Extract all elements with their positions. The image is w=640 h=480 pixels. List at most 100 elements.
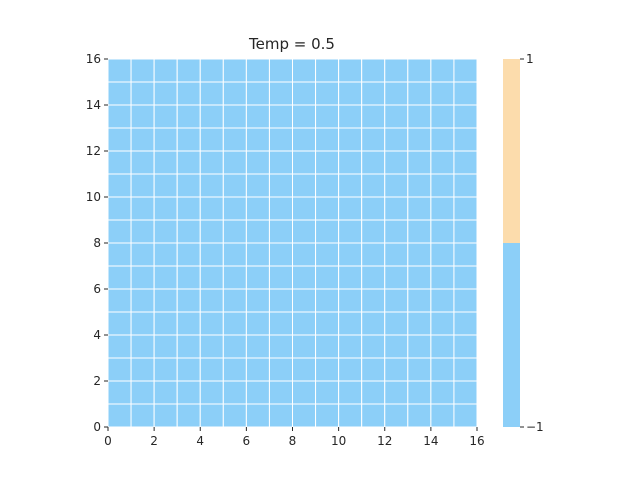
- heatmap-cell: [222, 219, 247, 244]
- y-tick-label: 2: [93, 374, 101, 388]
- heatmap-cell: [176, 357, 201, 382]
- x-tick-label: 4: [196, 434, 204, 448]
- heatmap-cell: [107, 81, 132, 106]
- heatmap-cell: [268, 334, 293, 359]
- heatmap-cell: [292, 58, 317, 83]
- heatmap-cell: [361, 265, 386, 290]
- heatmap-cell: [315, 196, 340, 221]
- heatmap-cell: [245, 380, 270, 405]
- heatmap-cell: [107, 196, 132, 221]
- y-tick-label: 8: [93, 236, 101, 250]
- heatmap-cell: [430, 242, 455, 267]
- heatmap-cell: [245, 242, 270, 267]
- heatmap-cell: [176, 127, 201, 152]
- heatmap-cell: [430, 104, 455, 129]
- heatmap-cell: [315, 219, 340, 244]
- heatmap-cell: [407, 173, 432, 198]
- heatmap-cell: [430, 150, 455, 175]
- heatmap-cell: [245, 58, 270, 83]
- heatmap-cell: [453, 334, 478, 359]
- heatmap-cell: [361, 81, 386, 106]
- heatmap-cell: [176, 403, 201, 428]
- heatmap-cell: [338, 58, 363, 83]
- x-tick-label: 12: [377, 434, 392, 448]
- heatmap-cell: [245, 265, 270, 290]
- heatmap-cell: [453, 104, 478, 129]
- heatmap-cell: [315, 127, 340, 152]
- heatmap-cell: [361, 173, 386, 198]
- heatmap-cell: [361, 58, 386, 83]
- heatmap-cell: [199, 219, 224, 244]
- heatmap-cell: [130, 219, 155, 244]
- heatmap-cell: [407, 380, 432, 405]
- heatmap-cell: [268, 288, 293, 313]
- heatmap-cell: [130, 403, 155, 428]
- heatmap-cell: [176, 196, 201, 221]
- heatmap-cell: [268, 219, 293, 244]
- heatmap-cell: [384, 104, 409, 129]
- heatmap-cell: [130, 242, 155, 267]
- heatmap-cell: [107, 357, 132, 382]
- heatmap-cell: [430, 311, 455, 336]
- heatmap-cell: [338, 150, 363, 175]
- heatmap-cell: [176, 311, 201, 336]
- heatmap-cell: [292, 196, 317, 221]
- y-tick-label: 14: [86, 98, 101, 112]
- heatmap-cell: [268, 173, 293, 198]
- heatmap-cell: [153, 173, 178, 198]
- heatmap-cell: [361, 357, 386, 382]
- heatmap-cell: [407, 265, 432, 290]
- x-tick-label: 8: [289, 434, 297, 448]
- heatmap-cell: [222, 403, 247, 428]
- heatmap-cell: [153, 127, 178, 152]
- heatmap-cell: [107, 173, 132, 198]
- heatmap-cell: [407, 58, 432, 83]
- heatmap-cell: [199, 104, 224, 129]
- heatmap-cell: [199, 127, 224, 152]
- heatmap-cell: [176, 173, 201, 198]
- heatmap-cell: [338, 127, 363, 152]
- heatmap-cell: [268, 242, 293, 267]
- heatmap-cell: [222, 242, 247, 267]
- heatmap-cell: [407, 104, 432, 129]
- heatmap-cell: [130, 288, 155, 313]
- heatmap-cell: [361, 334, 386, 359]
- heatmap-cell: [107, 403, 132, 428]
- heatmap-cell: [176, 58, 201, 83]
- heatmap-cell: [338, 173, 363, 198]
- heatmap-cell: [176, 288, 201, 313]
- heatmap-cell: [453, 288, 478, 313]
- heatmap-cell: [315, 150, 340, 175]
- heatmap-cell: [199, 380, 224, 405]
- heatmap-cell: [130, 173, 155, 198]
- heatmap-cell: [130, 357, 155, 382]
- heatmap-cell: [245, 334, 270, 359]
- heatmap-cell: [199, 173, 224, 198]
- heatmap-cell: [315, 357, 340, 382]
- heatmap-cell: [315, 311, 340, 336]
- heatmap-cell: [384, 150, 409, 175]
- heatmap-cell: [107, 58, 132, 83]
- heatmap-cell: [130, 81, 155, 106]
- x-tick-label: 14: [423, 434, 438, 448]
- heatmap-cell: [153, 104, 178, 129]
- heatmap-cell: [407, 403, 432, 428]
- heatmap-cell: [338, 334, 363, 359]
- y-tick-label: 12: [86, 144, 101, 158]
- heatmap-cell: [453, 81, 478, 106]
- colorbar-band-high: [503, 59, 520, 243]
- heatmap-cell: [430, 334, 455, 359]
- heatmap-cell: [222, 334, 247, 359]
- heatmap-cell: [292, 288, 317, 313]
- heatmap-cell: [130, 58, 155, 83]
- heatmap-cell: [384, 219, 409, 244]
- heatmap-cell: [361, 403, 386, 428]
- x-tick-label: 10: [331, 434, 346, 448]
- heatmap-cell: [453, 403, 478, 428]
- heatmap-cell: [292, 173, 317, 198]
- heatmap-cell: [407, 357, 432, 382]
- heatmap-cell: [338, 288, 363, 313]
- heatmap-cell: [268, 380, 293, 405]
- heatmap-cell: [222, 288, 247, 313]
- heatmap-cell: [430, 173, 455, 198]
